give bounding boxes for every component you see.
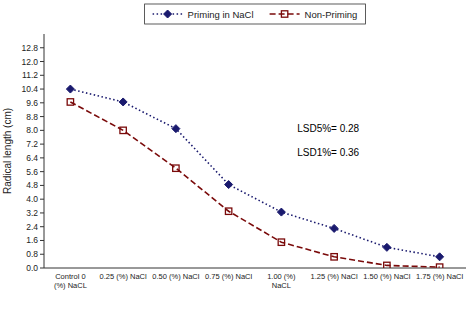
point — [331, 254, 337, 260]
marks — [66, 85, 443, 268]
y-tick-label: 9.6 — [26, 98, 38, 108]
point — [66, 85, 74, 93]
point — [120, 127, 126, 133]
series — [67, 99, 443, 268]
point — [225, 181, 233, 189]
y-tick-label: 8.0 — [26, 125, 38, 135]
legend-label: Priming in NaCl — [188, 9, 254, 20]
y-axis: 0.0 0.8 1.6 2.4 3.2 4.0 4.8 5.6 6.4 7.2 8.0 8.8 9.6 1… — [21, 34, 44, 273]
y-tick — [40, 157, 44, 158]
annotation: LSD1%= 0.36 — [297, 147, 359, 158]
x-tick-label: 1.75 (%) NaCl — [416, 272, 463, 281]
y-tick — [40, 144, 44, 145]
point — [436, 253, 444, 261]
series — [66, 85, 443, 261]
y-tick — [40, 75, 44, 76]
legend-item: Non-Priming — [270, 9, 358, 20]
point — [67, 99, 73, 105]
y-tick-label: 3.2 — [26, 208, 38, 218]
y-tick — [40, 47, 44, 48]
point — [278, 239, 284, 245]
legend-frame — [145, 4, 366, 24]
x-tick-label-line: 0.50 (%) NaCl — [152, 272, 199, 281]
x-tick-label-line: 1.50 (%) NaCl — [363, 272, 410, 281]
point — [173, 165, 179, 171]
y-tick — [40, 268, 44, 269]
x-axis: Control 0(%) NaCL 0.25 (%) NaCl 0.50 (%) N… — [44, 268, 466, 290]
point — [384, 262, 390, 268]
y-tick-label: 1.6 — [26, 235, 38, 245]
annotation: LSD5%= 0.28 — [297, 123, 359, 134]
x-tick-label: 1.00 (%)NaCL — [267, 272, 296, 290]
x-tick-label: 0.50 (%) NaCl — [152, 272, 199, 281]
x-tick-label-line: 1.00 (%) — [267, 272, 296, 281]
y-tick-label: 8.8 — [26, 112, 38, 122]
point — [436, 264, 442, 268]
y-tick-label: 12.0 — [21, 57, 38, 67]
y-axis-label: Radical length (cm) — [2, 108, 13, 194]
y-tick — [40, 212, 44, 213]
legend-item: Priming in NaCl — [153, 9, 254, 20]
y-axis-line — [44, 34, 45, 268]
y-tick — [40, 89, 44, 90]
x-tick-label-line: 1.25 (%) NaCl — [311, 272, 358, 281]
y-tick — [40, 226, 44, 227]
x-tick-label-line: (%) NaCL — [54, 281, 87, 290]
x-tick-label: 1.50 (%) NaCl — [363, 272, 410, 281]
x-tick-label: Control 0(%) NaCL — [54, 272, 87, 290]
legend: Priming in NaCl Non-Priming — [145, 4, 366, 24]
x-tick-label-line: Control 0 — [55, 272, 85, 281]
y-tick-label: 10.4 — [21, 84, 38, 94]
x-tick-label-line: NaCL — [272, 281, 291, 290]
point — [172, 125, 180, 133]
y-tick — [40, 185, 44, 186]
series-line — [70, 89, 439, 257]
point — [330, 224, 338, 232]
x-tick-label-line: 0.25 (%) NaCl — [100, 272, 147, 281]
x-tick-label-line: 0.75 (%) NaCl — [205, 272, 252, 281]
y-tick-label: 0.0 — [26, 263, 38, 273]
legend-line — [270, 13, 300, 15]
x-tick-label: 0.25 (%) NaCl — [100, 272, 147, 281]
legend-marker — [281, 11, 287, 17]
y-tick-label: 5.6 — [26, 167, 38, 177]
series-line — [70, 102, 439, 267]
y-tick — [40, 254, 44, 255]
y-tick-label: 0.8 — [26, 249, 38, 259]
chart: 0.0 0.8 1.6 2.4 3.2 4.0 4.8 5.6 6.4 7.2 8.0 8.8 9.6 1… — [0, 0, 474, 314]
point — [383, 243, 391, 251]
y-tick-label: 11.2 — [22, 70, 38, 80]
x-tick-label: 1.25 (%) NaCl — [311, 272, 358, 281]
y-tick-label: 6.4 — [26, 153, 38, 163]
y-tick — [40, 130, 44, 131]
y-tick — [40, 240, 44, 241]
point — [277, 208, 285, 216]
point — [119, 98, 127, 106]
y-tick — [40, 199, 44, 200]
y-tick-label: 4.0 — [26, 194, 38, 204]
y-tick — [40, 171, 44, 172]
point — [225, 208, 231, 214]
x-tick-label-line: 1.75 (%) NaCl — [416, 272, 463, 281]
y-tick — [40, 61, 44, 62]
y-tick-label: 12.8 — [21, 43, 38, 53]
y-tick-label: 7.2 — [26, 139, 38, 149]
y-tick — [40, 102, 44, 103]
legend-marker — [164, 10, 172, 18]
y-tick-label: 4.8 — [26, 180, 38, 190]
legend-label: Non-Priming — [305, 9, 358, 20]
y-tick — [40, 116, 44, 117]
x-tick-label: 0.75 (%) NaCl — [205, 272, 252, 281]
x-axis-line — [44, 268, 466, 269]
y-tick-label: 2.4 — [26, 222, 38, 232]
